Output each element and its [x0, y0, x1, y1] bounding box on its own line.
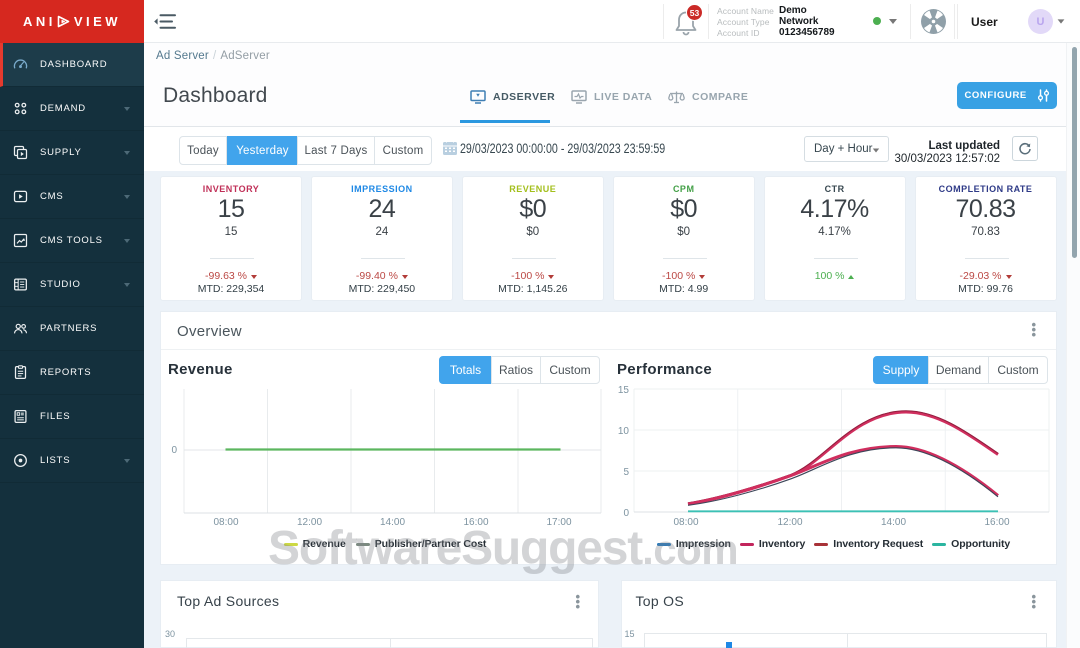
- svg-text:17:00: 17:00: [546, 517, 571, 528]
- svg-text:14:00: 14:00: [380, 517, 405, 528]
- svg-text:10: 10: [618, 426, 630, 437]
- svg-text:16:00: 16:00: [984, 517, 1009, 528]
- svg-text:0: 0: [623, 508, 629, 519]
- svg-text:12:00: 12:00: [297, 517, 322, 528]
- svg-text:08:00: 08:00: [673, 517, 698, 528]
- svg-text:12:00: 12:00: [777, 517, 802, 528]
- svg-text:15: 15: [618, 385, 630, 396]
- svg-text:0: 0: [171, 445, 177, 456]
- svg-text:5: 5: [623, 467, 629, 478]
- svg-text:14:00: 14:00: [881, 517, 906, 528]
- svg-text:08:00: 08:00: [213, 517, 238, 528]
- svg-text:16:00: 16:00: [463, 517, 488, 528]
